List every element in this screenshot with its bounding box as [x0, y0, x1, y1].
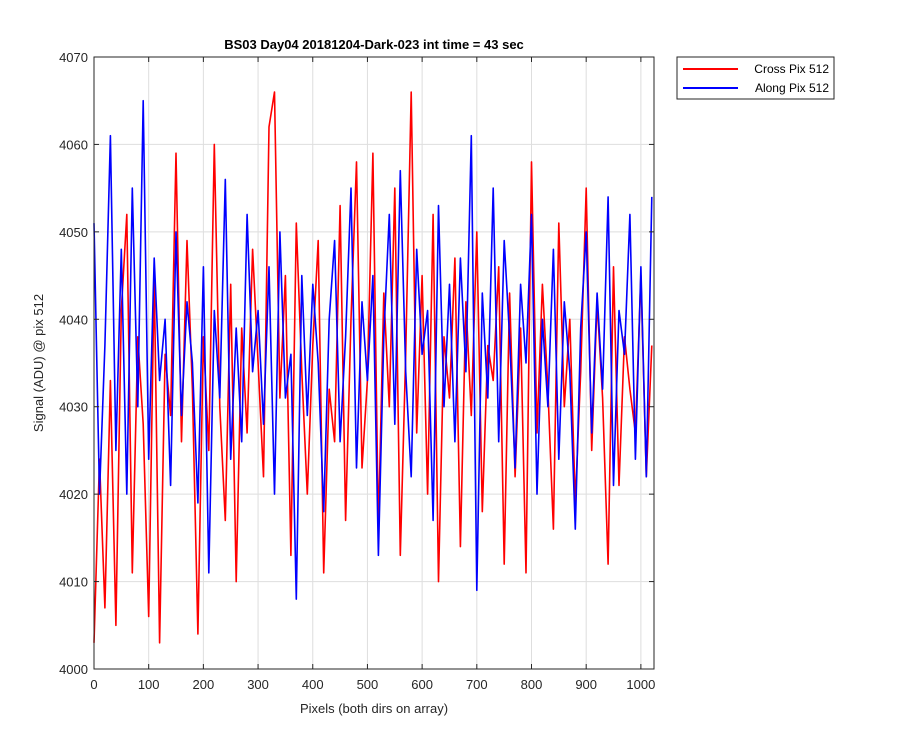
- x-tick-label: 100: [138, 677, 160, 692]
- x-tick-label: 800: [521, 677, 543, 692]
- y-tick-label: 4030: [59, 400, 88, 415]
- legend: Cross Pix 512 Along Pix 512: [676, 56, 835, 100]
- x-axis-label: Pixels (both dirs on array): [300, 701, 448, 716]
- chart-title: BS03 Day04 20181204-Dark-023 int time = …: [224, 37, 524, 52]
- y-tick-label: 4020: [59, 487, 88, 502]
- plot-frame: [93, 56, 655, 670]
- x-tick-label: 900: [575, 677, 597, 692]
- x-tick-label: 300: [247, 677, 269, 692]
- y-tick-label: 4010: [59, 575, 88, 590]
- x-tick-label: 1000: [626, 677, 655, 692]
- y-tick-label: 4070: [59, 50, 88, 65]
- x-tick-label: 600: [411, 677, 433, 692]
- x-tick-label: 500: [357, 677, 379, 692]
- x-tick-label: 700: [466, 677, 488, 692]
- y-tick-label: 4050: [59, 225, 88, 240]
- y-tick-label: 4060: [59, 137, 88, 152]
- legend-label-cross: Cross Pix 512: [754, 62, 829, 76]
- series-layer: [93, 91, 653, 644]
- y-axis-ticks: 4000 4010 4020 4030 4040 4050 4060 4070: [59, 50, 654, 677]
- legend-label-along: Along Pix 512: [755, 81, 829, 95]
- x-tick-label: 400: [302, 677, 324, 692]
- series-line-cross: [93, 91, 653, 644]
- y-axis-label: Signal (ADU) @ pix 512: [31, 294, 46, 432]
- x-tick-label: 200: [193, 677, 215, 692]
- x-axis-ticks: 0 100 200 300 400 500 600 700 800 900 1000: [90, 57, 655, 692]
- y-tick-label: 4000: [59, 662, 88, 677]
- y-tick-label: 4040: [59, 312, 88, 327]
- legend-box: [676, 56, 835, 100]
- series-line-along: [93, 99, 653, 600]
- x-tick-label: 0: [90, 677, 97, 692]
